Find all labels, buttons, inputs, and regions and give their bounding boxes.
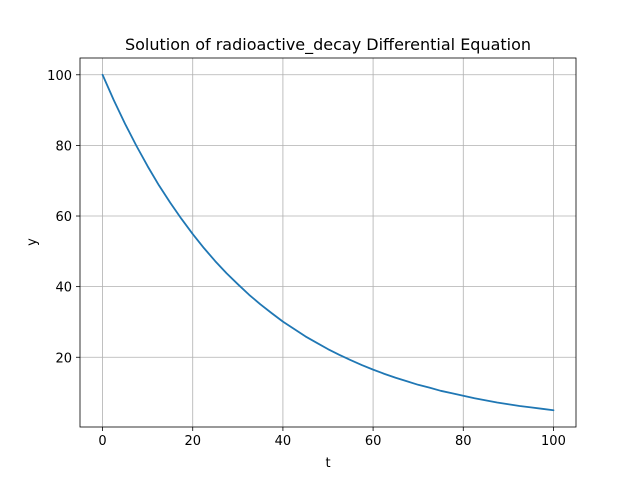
grid-lines bbox=[80, 58, 576, 427]
y-axis-ticks: 20 40 60 80 100 bbox=[47, 69, 80, 366]
x-axis-ticks: 0 20 40 60 80 100 bbox=[98, 427, 566, 449]
x-tick-label: 60 bbox=[365, 434, 382, 449]
plot-background bbox=[80, 58, 576, 427]
x-tick-label: 40 bbox=[275, 434, 292, 449]
x-axis-label: t bbox=[325, 456, 330, 471]
y-tick-label: 100 bbox=[47, 69, 72, 84]
x-tick-label: 100 bbox=[541, 434, 566, 449]
y-tick-label: 60 bbox=[55, 210, 72, 225]
y-tick-label: 80 bbox=[55, 139, 72, 154]
x-tick-label: 0 bbox=[98, 434, 106, 449]
plot-frame bbox=[79, 57, 577, 428]
y-axis-label: y bbox=[25, 238, 40, 246]
x-tick-label: 20 bbox=[184, 434, 201, 449]
y-tick-label: 40 bbox=[55, 281, 72, 296]
y-tick-label: 20 bbox=[55, 351, 72, 366]
series-layer bbox=[101, 73, 555, 412]
chart-title: Solution of radioactive_decay Differenti… bbox=[125, 35, 531, 55]
x-tick-label: 80 bbox=[455, 434, 472, 449]
decay-line bbox=[101, 73, 555, 412]
